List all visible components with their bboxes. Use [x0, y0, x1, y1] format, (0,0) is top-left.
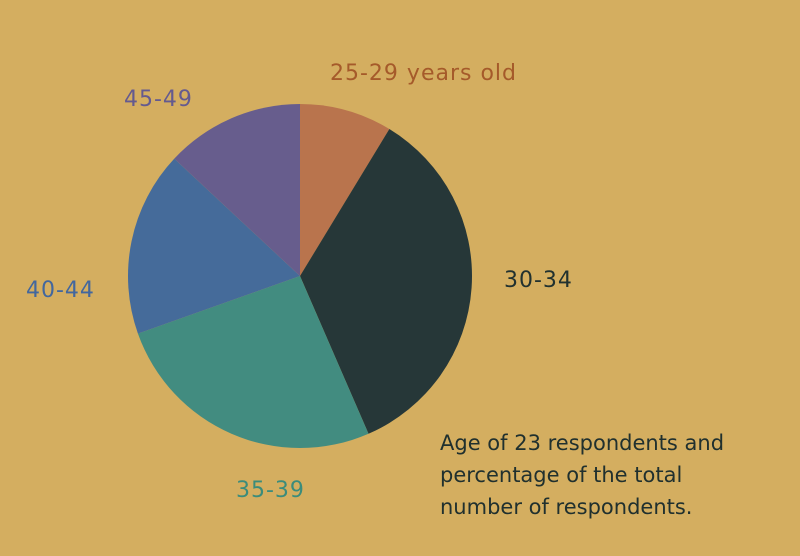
slice-label-30-34: 30-34	[504, 268, 573, 293]
pie-slice-45-49	[174, 104, 300, 276]
slice-label-25-29: 25-29 years old	[330, 61, 517, 86]
pie-slice-40-44	[127, 158, 300, 334]
caption-line-3: number of respondents.	[440, 495, 693, 519]
slice-label-40-44: 40-44	[26, 278, 95, 303]
slice-label-35-39: 35-39	[236, 478, 305, 503]
pie-slice-25-29	[300, 104, 390, 276]
caption-line-2: percentage of the total	[440, 463, 683, 487]
pie-slice-30-34	[300, 129, 472, 434]
pie-slice-35-39	[137, 276, 369, 448]
chart-caption: Age of 23 respondents and percentage of …	[440, 427, 780, 523]
caption-line-1: Age of 23 respondents and	[440, 431, 725, 455]
slice-label-45-49: 45-49	[124, 87, 193, 112]
